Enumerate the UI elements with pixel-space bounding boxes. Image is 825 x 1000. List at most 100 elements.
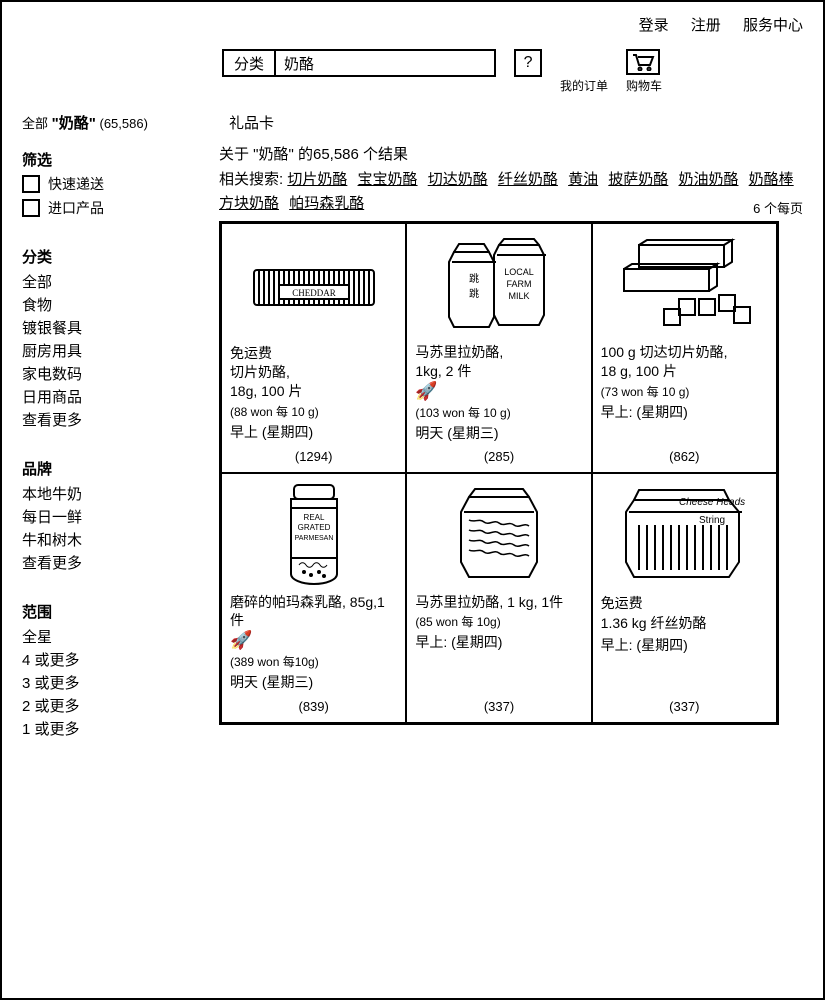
delivery-date: 明天 (星期三): [230, 672, 397, 692]
range-link[interactable]: 3 或更多: [22, 672, 197, 693]
product-spec: 18 g, 100 片: [601, 361, 768, 381]
review-count: (337): [601, 693, 768, 714]
svg-text:CHEDDAR: CHEDDAR: [292, 288, 336, 298]
svg-text:跳: 跳: [469, 272, 479, 285]
unit-price: (103 won 每 10 g): [415, 404, 582, 421]
product-name: 马苏里拉奶酪, 1 kg, 1件: [415, 593, 582, 611]
product-card[interactable]: LOCAL FARM MILK 跳跳马苏里拉奶酪,1kg, 2 件🚀 (103 won …: [406, 223, 591, 473]
range-heading: 范围: [22, 601, 197, 622]
delivery-date: 早上: (星期四): [601, 402, 768, 422]
related-searches: 相关搜索: 切片奶酪 宝宝奶酪 切达奶酪 纤丝奶酪 黄油 披萨奶酪 奶油奶酪 奶…: [219, 168, 803, 192]
product-image: Cheese Heads String: [601, 482, 768, 587]
product-spec: 1kg, 2 件: [415, 361, 582, 381]
register-link[interactable]: 注册: [691, 17, 721, 34]
category-link[interactable]: 镀银餐具: [22, 317, 197, 338]
delivery-date: 早上: (星期四): [415, 632, 582, 652]
product-name: 磨碎的帕玛森乳酪, 85g,1 件: [230, 593, 397, 629]
checkbox-icon: [22, 175, 40, 193]
results-count: 关于 "奶酪" 的65,586 个结果: [219, 143, 803, 164]
product-image: [415, 482, 582, 587]
category-link[interactable]: 家电数码: [22, 363, 197, 384]
category-link[interactable]: 查看更多: [22, 409, 197, 430]
related-link[interactable]: 宝宝奶酪: [358, 171, 418, 188]
related-link[interactable]: 纤丝奶酪: [498, 171, 558, 188]
top-nav: 登录 注册 服务中心: [22, 14, 803, 35]
related-link[interactable]: 方块奶酪: [219, 195, 279, 212]
related-link[interactable]: 帕玛森乳酪: [289, 195, 364, 212]
related-link[interactable]: 奶酪棒: [749, 171, 794, 188]
category-link[interactable]: 全部: [22, 271, 197, 292]
svg-text:GRATED: GRATED: [297, 523, 330, 532]
login-link[interactable]: 登录: [639, 17, 669, 34]
checkbox-icon: [22, 199, 40, 217]
svg-text:MILK: MILK: [508, 291, 529, 301]
related-link[interactable]: 披萨奶酪: [608, 171, 668, 188]
filter-checkbox[interactable]: 快速递送: [22, 174, 197, 194]
svg-text:跳: 跳: [469, 287, 479, 300]
my-orders-link[interactable]: 我的订单: [560, 77, 608, 94]
delivery-date: 明天 (星期三): [415, 423, 582, 443]
service-link[interactable]: 服务中心: [743, 17, 803, 34]
brand-link[interactable]: 查看更多: [22, 552, 197, 573]
related-link[interactable]: 切片奶酪: [287, 171, 347, 188]
free-shipping-badge: 免运费: [601, 593, 768, 613]
brand-link[interactable]: 牛和树木: [22, 529, 197, 550]
related-link[interactable]: 切达奶酪: [428, 171, 488, 188]
svg-text:PARMESAN: PARMESAN: [294, 535, 333, 542]
product-name: 切片奶酪,: [230, 363, 397, 381]
svg-text:REAL: REAL: [303, 513, 324, 522]
results-summary: 全部 "奶酪" (65,586): [22, 112, 197, 133]
review-count: (862): [601, 443, 768, 464]
search-category[interactable]: 分类: [222, 49, 276, 77]
filter-checkbox[interactable]: 进口产品: [22, 198, 197, 218]
product-card[interactable]: 100 g 切达切片奶酪,18 g, 100 片 (73 won 每 10 g) 早…: [592, 223, 777, 473]
product-name: 100 g 切达切片奶酪,: [601, 343, 768, 361]
cart-icon[interactable]: [626, 49, 660, 75]
help-button[interactable]: ?: [514, 49, 542, 77]
product-image: REALGRATED PARMESAN: [230, 482, 397, 587]
range-link[interactable]: 4 或更多: [22, 649, 197, 670]
rocket-icon: 🚀: [415, 381, 582, 402]
product-card[interactable]: Cheese HeadsString免运费1.36 kg 纤丝奶酪早上: (星期…: [592, 473, 777, 723]
unit-price: (85 won 每 10g): [415, 613, 582, 630]
product-spec: 1.36 kg 纤丝奶酪: [601, 613, 768, 633]
product-card[interactable]: REALGRATED PARMESAN 磨碎的帕玛森乳酪, 85g,1 件🚀 (389…: [221, 473, 406, 723]
filter-heading: 筛选: [22, 149, 197, 170]
category-link[interactable]: 厨房用具: [22, 340, 197, 361]
search-input[interactable]: 奶酪: [276, 49, 496, 77]
category-link[interactable]: 食物: [22, 294, 197, 315]
cart-label: 购物车: [626, 77, 662, 94]
unit-price: (73 won 每 10 g): [601, 383, 768, 400]
product-image: LOCAL FARM MILK 跳跳: [415, 232, 582, 337]
category-link[interactable]: 日用商品: [22, 386, 197, 407]
category-heading: 分类: [22, 246, 197, 267]
free-shipping-badge: 免运费: [230, 343, 397, 363]
product-name: 马苏里拉奶酪,: [415, 343, 582, 361]
related-link[interactable]: 奶油奶酪: [678, 171, 738, 188]
delivery-date: 早上 (星期四): [230, 422, 397, 442]
svg-text:Cheese Heads: Cheese Heads: [679, 497, 745, 508]
giftcard-link[interactable]: 礼品卡: [229, 112, 803, 133]
product-card[interactable]: 马苏里拉奶酪, 1 kg, 1件 (85 won 每 10g) 早上: (星期四) (…: [406, 473, 591, 723]
rocket-icon: 🚀: [230, 630, 397, 651]
svg-text:String: String: [699, 515, 725, 526]
svg-text:LOCAL: LOCAL: [504, 267, 534, 277]
review-count: (1294): [230, 443, 397, 464]
review-count: (337): [415, 693, 582, 714]
product-card[interactable]: CHEDDAR 免运费切片奶酪,18g, 100 片 (88 won 每 10 g)…: [221, 223, 406, 473]
brand-heading: 品牌: [22, 458, 197, 479]
unit-price: (389 won 每10g): [230, 653, 397, 670]
range-link[interactable]: 2 或更多: [22, 695, 197, 716]
product-image: [601, 232, 768, 337]
related-link[interactable]: 黄油: [568, 171, 598, 188]
range-link[interactable]: 全星: [22, 626, 197, 647]
brand-link[interactable]: 每日一鲜: [22, 506, 197, 527]
svg-text:FARM: FARM: [506, 279, 531, 289]
brand-link[interactable]: 本地牛奶: [22, 483, 197, 504]
review-count: (285): [415, 443, 582, 464]
range-link[interactable]: 1 或更多: [22, 718, 197, 739]
review-count: (839): [230, 693, 397, 714]
unit-price: (88 won 每 10 g): [230, 403, 397, 420]
product-image: CHEDDAR: [230, 232, 397, 337]
product-spec: 18g, 100 片: [230, 381, 397, 401]
